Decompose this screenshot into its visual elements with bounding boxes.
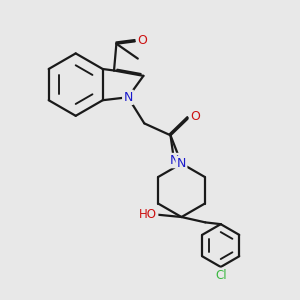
- Text: N: N: [123, 91, 133, 104]
- Text: O: O: [190, 110, 200, 123]
- Text: HO: HO: [139, 208, 157, 221]
- Text: N: N: [177, 157, 186, 170]
- Text: Cl: Cl: [215, 269, 226, 282]
- Text: O: O: [137, 34, 147, 47]
- Text: N: N: [169, 154, 179, 167]
